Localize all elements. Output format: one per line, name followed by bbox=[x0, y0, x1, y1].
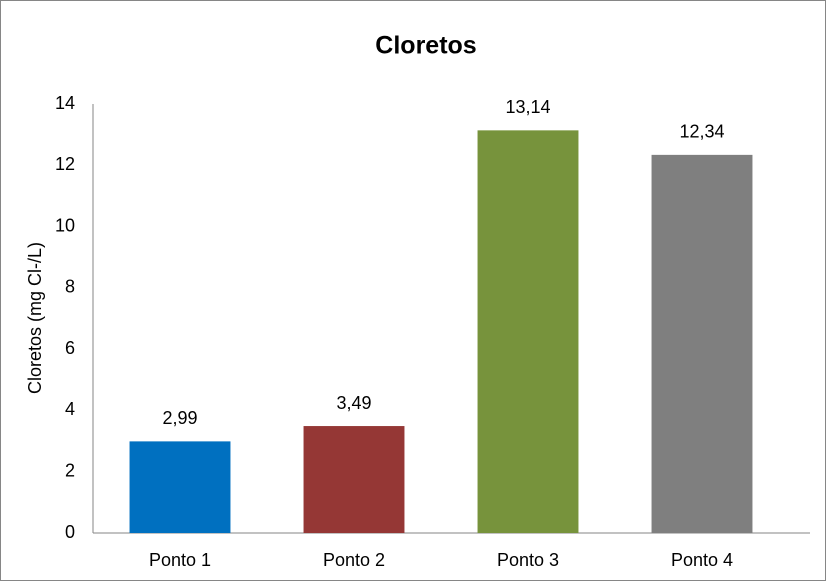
y-tick-label: 14 bbox=[55, 93, 75, 113]
x-tick-label: Ponto 3 bbox=[497, 550, 559, 570]
chart-title: Cloretos bbox=[375, 32, 476, 60]
bar bbox=[303, 426, 405, 533]
y-tick-label: 2 bbox=[65, 460, 75, 480]
y-tick-label: 0 bbox=[65, 522, 75, 542]
x-tick-label: Ponto 1 bbox=[149, 550, 211, 570]
y-axis-label: Cloretos (mg Cl-/L) bbox=[25, 242, 45, 394]
bar bbox=[651, 154, 753, 534]
x-tick-label: Ponto 2 bbox=[323, 550, 385, 570]
y-tick-label: 8 bbox=[65, 277, 75, 297]
y-tick-label: 10 bbox=[55, 215, 75, 235]
x-tick-label: Ponto 4 bbox=[671, 550, 733, 570]
y-tick-label: 6 bbox=[65, 338, 75, 358]
bar bbox=[477, 130, 579, 534]
y-tick-label: 12 bbox=[55, 154, 75, 174]
value-label: 13,14 bbox=[505, 97, 550, 117]
bar bbox=[129, 441, 231, 533]
value-label: 12,34 bbox=[679, 122, 724, 142]
value-label: 2,99 bbox=[162, 408, 197, 428]
value-label: 3,49 bbox=[336, 393, 371, 413]
y-tick-label: 4 bbox=[65, 399, 75, 419]
